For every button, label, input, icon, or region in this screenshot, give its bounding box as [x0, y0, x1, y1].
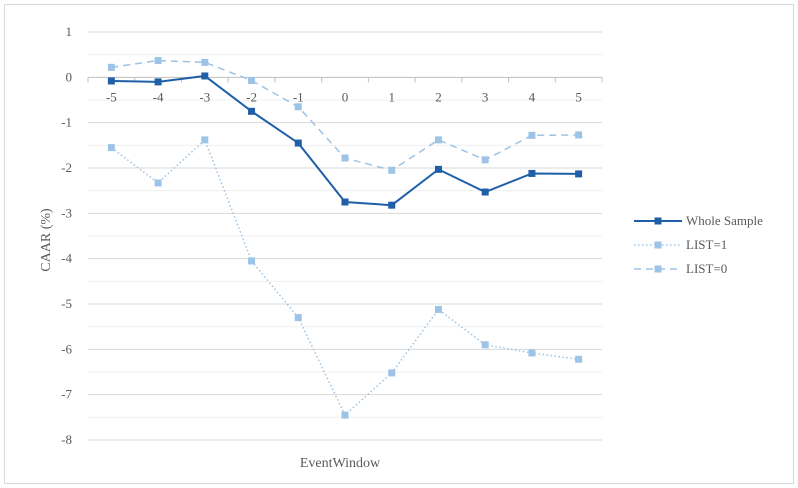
legend-marker	[654, 241, 662, 249]
y-tick-label: -3	[61, 205, 72, 220]
data-point-marker	[575, 355, 583, 363]
y-tick-label: -4	[61, 251, 72, 266]
data-point-marker	[107, 63, 115, 71]
x-tick-label: 3	[482, 89, 489, 104]
data-point-marker	[154, 179, 162, 187]
data-point-marker	[575, 131, 583, 139]
data-point-marker	[154, 78, 162, 86]
legend-marker	[654, 265, 662, 273]
x-tick-label: -5	[106, 89, 117, 104]
series-group	[107, 57, 583, 419]
data-point-marker	[201, 136, 209, 144]
series-2	[107, 57, 583, 174]
data-point-marker	[434, 136, 442, 144]
data-point-marker	[528, 349, 536, 357]
x-tick-label: 4	[529, 89, 536, 104]
y-tick-label: -8	[61, 432, 72, 447]
data-point-marker	[107, 77, 115, 85]
legend-marker	[654, 217, 662, 225]
series-1	[107, 136, 583, 419]
legend-item: LIST=1	[634, 237, 727, 252]
legend-label: LIST=0	[686, 261, 727, 276]
y-tick-label: 1	[66, 24, 73, 39]
data-point-marker	[201, 58, 209, 66]
data-point-marker	[481, 341, 489, 349]
data-point-marker	[341, 198, 349, 206]
y-tick-label: -7	[61, 387, 72, 402]
legend-label: Whole Sample	[686, 213, 763, 228]
data-point-marker	[341, 154, 349, 162]
data-point-marker	[294, 139, 302, 147]
axes	[87, 76, 603, 83]
data-point-marker	[434, 305, 442, 313]
data-point-marker	[388, 201, 396, 209]
x-tick-label: -4	[153, 89, 164, 104]
legend-label: LIST=1	[686, 237, 727, 252]
x-tick-label: -2	[246, 89, 257, 104]
data-point-marker	[248, 257, 256, 265]
x-tick-label: 0	[342, 89, 349, 104]
x-tick-label: -3	[199, 89, 210, 104]
tick-labels: 1 0 -1 -2 -3 -4 -5 -6 -7 -8 -5 -4 -3 -2 -1 0 1 2 3 4 5	[61, 24, 582, 447]
legend-item: Whole Sample	[634, 213, 763, 228]
data-point-marker	[294, 103, 302, 111]
x-tick-label: 5	[575, 89, 582, 104]
y-axis-title: CAAR (%)	[39, 208, 54, 272]
y-tick-label: 0	[66, 69, 73, 84]
data-point-marker	[388, 166, 396, 174]
legend-item: LIST=0	[634, 261, 727, 276]
data-point-marker	[528, 169, 536, 177]
x-tick-label: 2	[435, 89, 442, 104]
legend: Whole Sample LIST=1 LIST=0	[634, 213, 763, 276]
y-tick-label: -5	[61, 296, 72, 311]
data-point-marker	[481, 156, 489, 164]
series-0	[107, 72, 583, 209]
y-tick-label: -6	[61, 341, 72, 356]
data-point-marker	[434, 165, 442, 173]
data-point-marker	[294, 314, 302, 322]
gridlines	[88, 31, 602, 441]
x-tick-label: 1	[388, 89, 395, 104]
series-line	[110, 138, 579, 417]
data-point-marker	[341, 411, 349, 419]
data-point-marker	[528, 131, 536, 139]
x-axis-title: EventWindow	[300, 456, 381, 471]
data-point-marker	[201, 72, 209, 80]
data-point-marker	[248, 77, 256, 85]
y-tick-label: -2	[61, 160, 72, 175]
x-tick-label: -1	[293, 89, 304, 104]
data-point-marker	[248, 107, 256, 115]
y-tick-label: -1	[61, 115, 72, 130]
data-point-marker	[107, 144, 115, 152]
data-point-marker	[481, 188, 489, 196]
data-point-marker	[575, 170, 583, 178]
data-point-marker	[154, 57, 162, 65]
data-point-marker	[388, 369, 396, 377]
chart-frame	[4, 4, 794, 484]
